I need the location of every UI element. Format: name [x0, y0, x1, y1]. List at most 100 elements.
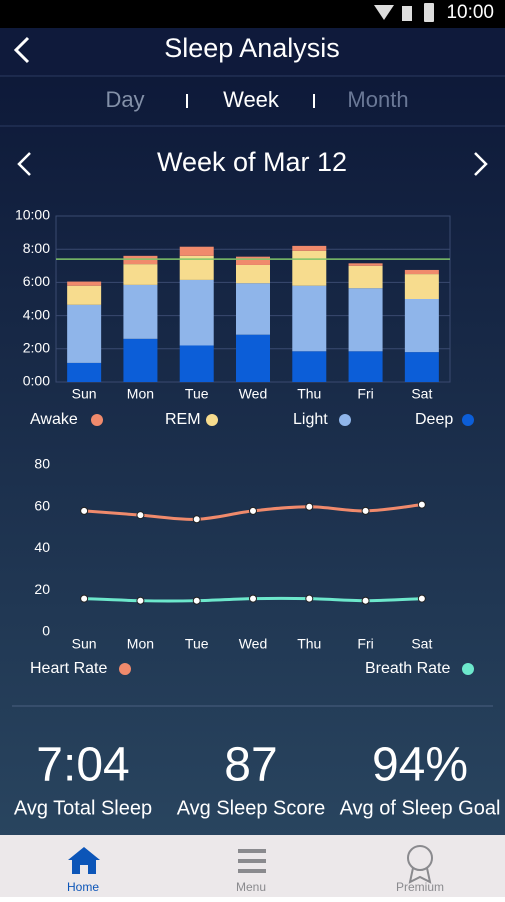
point	[417, 500, 426, 509]
y-tick-label: 0	[42, 623, 50, 639]
y-tick-label: 10:00	[15, 207, 50, 223]
legend-dot	[119, 663, 131, 675]
legend-dot	[91, 414, 103, 426]
point	[136, 596, 145, 605]
stat-value: 7:04	[36, 739, 129, 792]
week-label: Week of Mar 12	[157, 147, 347, 177]
tab[interactable]: Month	[347, 87, 408, 112]
bar-segment	[292, 285, 327, 352]
x-tick-label: Mon	[127, 386, 154, 402]
stat-value: 94%	[372, 739, 468, 792]
bar-segment	[404, 274, 439, 299]
legend-label: Breath Rate	[365, 660, 450, 677]
legend-dot	[339, 414, 351, 426]
point	[417, 594, 426, 603]
point	[361, 596, 370, 605]
y-tick-label: 0:00	[23, 373, 50, 389]
legend-dot	[462, 414, 474, 426]
legend-dot	[206, 414, 218, 426]
x-tick-label: Fri	[357, 636, 373, 652]
tab-active[interactable]: Week	[223, 87, 280, 112]
bar-segment	[179, 345, 214, 382]
stat-label: Avg Sleep Score	[177, 797, 326, 819]
premium-icon[interactable]	[407, 845, 433, 884]
tab[interactable]: Day	[105, 87, 144, 112]
bar-segment	[404, 299, 439, 353]
x-tick-label: Sat	[411, 636, 432, 652]
bar-segment	[67, 362, 102, 382]
nav-label[interactable]: Home	[67, 880, 99, 894]
legend-label: Light	[293, 411, 328, 428]
y-tick-label: 60	[34, 497, 50, 513]
nav-label[interactable]: Premium	[396, 880, 444, 894]
x-tick-label: Fri	[357, 386, 373, 402]
point	[192, 596, 201, 605]
bar-segment	[179, 246, 214, 256]
x-tick-label: Sat	[411, 386, 432, 402]
legend-label: Heart Rate	[30, 660, 107, 677]
status-icons	[374, 3, 434, 22]
y-tick-label: 20	[34, 581, 50, 597]
status-bar	[0, 0, 505, 28]
y-tick-label: 40	[34, 539, 50, 555]
y-tick-label: 2:00	[23, 340, 50, 356]
legend-label: Deep	[415, 411, 453, 428]
bar-segment	[236, 334, 270, 382]
y-tick-label: 6:00	[23, 273, 50, 289]
bar-segment	[348, 263, 383, 266]
stat-label: Avg Total Sleep	[14, 797, 152, 819]
stat-label: Avg of Sleep Goal	[340, 797, 501, 819]
point	[136, 511, 145, 520]
bar-segment	[348, 265, 383, 289]
legend-dot	[462, 663, 474, 675]
x-tick-label: Tue	[185, 636, 209, 652]
bar-segment	[292, 250, 327, 286]
bar-segment	[123, 338, 158, 382]
header-title: Sleep Analysis	[164, 33, 340, 63]
next-week[interactable]	[474, 152, 488, 176]
x-tick-label: Sun	[72, 636, 97, 652]
bar-segment	[123, 255, 158, 265]
bar-segment	[404, 352, 439, 382]
point	[80, 594, 89, 603]
bar-segment	[236, 283, 270, 335]
x-tick-label: Mon	[127, 636, 154, 652]
x-tick-label: Thu	[297, 636, 321, 652]
bar-segment	[67, 285, 102, 305]
y-tick-label: 8:00	[23, 240, 50, 256]
bar-segment	[123, 264, 158, 285]
point	[305, 502, 314, 511]
legend-label: REM	[165, 411, 201, 428]
x-tick-label: Sun	[72, 386, 97, 402]
x-tick-label: Wed	[239, 386, 268, 402]
bar-segment	[123, 284, 158, 339]
point	[305, 594, 314, 603]
legend-label: Awake	[30, 411, 78, 428]
y-tick-label: 4:00	[23, 306, 50, 322]
point	[249, 594, 257, 603]
bar-segment	[236, 264, 270, 284]
point	[192, 515, 201, 524]
bar-segment	[292, 245, 327, 251]
point	[249, 506, 257, 515]
stat-value: 87	[224, 739, 277, 792]
bar-segment	[179, 279, 214, 346]
menu-icon[interactable]	[238, 849, 266, 873]
y-tick-label: 80	[34, 456, 50, 472]
bar-segment	[67, 304, 102, 363]
back-button[interactable]	[13, 36, 30, 64]
home-icon[interactable]	[68, 847, 100, 874]
x-tick-label: Thu	[297, 386, 321, 402]
status-time: 10:00	[446, 2, 494, 23]
prev-week[interactable]	[17, 152, 31, 176]
nav-label[interactable]: Menu	[236, 880, 266, 894]
bar-segment	[404, 269, 439, 275]
point	[361, 506, 370, 515]
header	[0, 28, 505, 76]
bar-segment	[348, 288, 383, 352]
bar-segment	[292, 351, 327, 382]
bar-segment	[67, 281, 102, 286]
bar-segment	[348, 351, 383, 382]
